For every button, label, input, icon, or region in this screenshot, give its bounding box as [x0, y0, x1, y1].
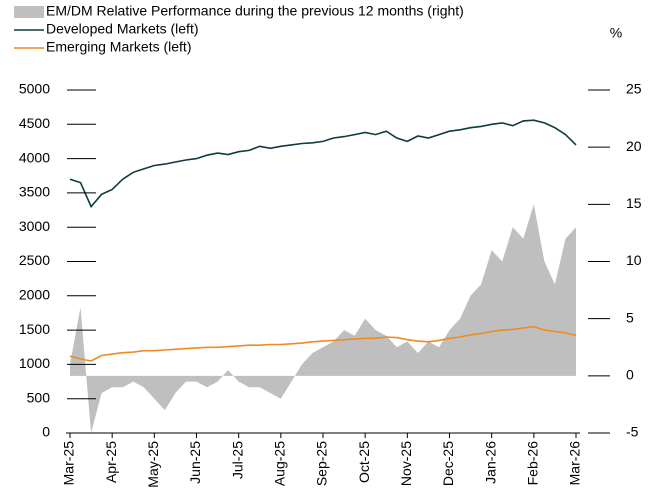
y2-tick-label: 15 — [626, 195, 642, 211]
y-tick-label: 0 — [42, 424, 50, 440]
x-tick-label: Feb-26 — [525, 441, 541, 486]
x-tick-label: Jun-25 — [187, 441, 203, 484]
legend-label: Developed Markets (left) — [46, 21, 199, 37]
x-tick-label: Apr-25 — [103, 441, 119, 483]
x-tick-label: Nov-25 — [398, 441, 414, 486]
x-tick-label: Mar-26 — [567, 441, 583, 486]
area — [70, 204, 576, 433]
y-tick-label: 5000 — [19, 81, 50, 97]
y-tick-label: 1000 — [19, 355, 50, 371]
y2-tick-label: 5 — [626, 309, 634, 325]
legend-label: EM/DM Relative Performance during the pr… — [46, 3, 464, 19]
x-tick-label: Oct-25 — [356, 441, 372, 483]
x-tick-label: Jul-25 — [229, 441, 245, 479]
line — [69, 325, 577, 362]
x-tick-label: Dec-25 — [440, 441, 456, 486]
y-tick-label: 3000 — [19, 218, 50, 234]
y-tick-label: 1500 — [19, 321, 50, 337]
y-tick-label: 2500 — [19, 252, 50, 268]
y2-tick-label: 0 — [626, 367, 634, 383]
x-tick-label: Mar-25 — [61, 441, 77, 486]
x-tick-label: Jan-26 — [482, 441, 498, 484]
y2-tick-label: 25 — [626, 81, 642, 97]
y2-axis-label: % — [610, 25, 622, 41]
x-tick-label: May-25 — [145, 441, 161, 488]
x-tick-label: Sep-25 — [314, 441, 330, 486]
line — [69, 119, 577, 209]
y-tick-label: 3500 — [19, 184, 50, 200]
y2-tick-label: 10 — [626, 252, 642, 268]
y2-tick-label: 20 — [626, 138, 642, 154]
x-tick-label: Aug-25 — [272, 441, 288, 486]
y-tick-label: 2000 — [19, 287, 50, 303]
legend-label: Emerging Markets (left) — [46, 39, 191, 55]
y2-tick-label: -5 — [626, 424, 639, 440]
y-tick-label: 4500 — [19, 115, 50, 131]
y-tick-label: 500 — [27, 389, 51, 405]
legend-swatch — [14, 6, 44, 18]
y-tick-label: 4000 — [19, 149, 50, 165]
